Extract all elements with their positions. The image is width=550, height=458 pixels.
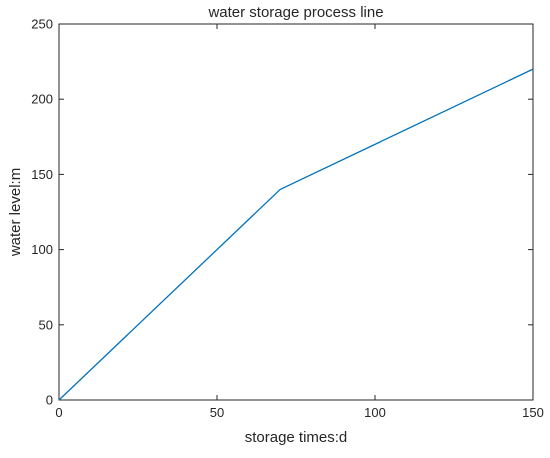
x-tick-label: 100 (364, 405, 386, 420)
x-axis-label: storage times:d (245, 429, 348, 446)
x-tick-label: 150 (522, 405, 544, 420)
y-tick-label: 250 (31, 17, 53, 32)
x-tick-label: 0 (55, 405, 62, 420)
y-axis-label: water level:m (7, 168, 24, 257)
y-tick-label: 200 (31, 92, 53, 107)
chart-title: water storage process line (207, 4, 383, 21)
y-tick-label: 150 (31, 167, 53, 182)
y-tick-label: 50 (39, 317, 53, 332)
y-tick-label: 100 (31, 242, 53, 257)
plot-frame (59, 24, 533, 400)
y-tick-label: 0 (46, 393, 53, 408)
x-tick-label: 50 (210, 405, 224, 420)
